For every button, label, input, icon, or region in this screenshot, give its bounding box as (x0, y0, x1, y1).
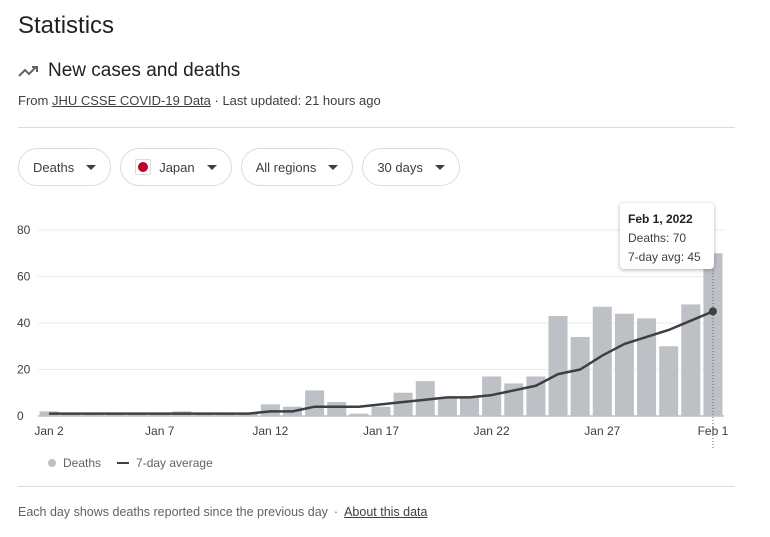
x-tick-label: Jan 27 (584, 424, 620, 438)
tooltip-date: Feb 1, 2022 (628, 212, 693, 226)
divider (18, 127, 735, 128)
deaths-bar (637, 318, 657, 416)
y-tick-label: 60 (17, 270, 31, 284)
deaths-bar (681, 304, 701, 416)
chevron-down-icon (86, 164, 97, 170)
metric-dropdown[interactable]: Deaths (18, 148, 112, 186)
filter-bar: Deaths Japan All regions 30 days (18, 148, 460, 186)
y-tick-label: 40 (17, 316, 31, 330)
deaths-bar (305, 390, 325, 416)
y-tick-label: 80 (17, 223, 31, 237)
chevron-down-icon (434, 164, 445, 170)
deaths-bar (327, 402, 347, 416)
deaths-bar (703, 253, 723, 416)
region-dropdown[interactable]: All regions (240, 148, 354, 186)
chart-tooltip: Feb 1, 2022 Deaths: 70 7-day avg: 45 (620, 203, 714, 269)
line-legend-swatch (117, 462, 130, 464)
country-label: Japan (159, 159, 195, 175)
footer-separator: · (333, 505, 339, 519)
chart-legend: Deaths 7-day average (48, 456, 213, 470)
section-header: New cases and deaths (18, 60, 240, 82)
data-source: From JHU CSSE COVID-19 Data · Last updat… (18, 93, 381, 108)
footer-note: Each day shows deaths reported since the… (18, 505, 427, 519)
section-title: New cases and deaths (48, 60, 241, 81)
x-tick-label: Feb 1 (698, 424, 729, 438)
deaths-bar (349, 413, 369, 416)
deaths-bar (570, 336, 590, 416)
bar-legend-label: Deaths (63, 456, 102, 470)
x-tick-label: Jan 2 (34, 424, 64, 438)
chevron-down-icon (206, 164, 217, 170)
line-legend-label: 7-day average (136, 456, 213, 470)
deaths-bar (460, 397, 480, 416)
deaths-bar (548, 316, 568, 416)
y-tick-label: 20 (17, 363, 31, 377)
x-tick-label: Jan 17 (363, 424, 399, 438)
divider (18, 486, 735, 487)
last-updated: · Last updated: 21 hours ago (210, 93, 381, 108)
source-link[interactable]: JHU CSSE COVID-19 Data (51, 93, 211, 108)
period-label: 30 days (377, 159, 423, 175)
x-tick-label: Jan 12 (252, 424, 288, 438)
average-line (49, 310, 714, 415)
tooltip-deaths: Deaths: 70 (628, 231, 687, 245)
source-prefix: From (18, 93, 52, 108)
x-tick-label: Jan 22 (474, 424, 510, 438)
deaths-bar (39, 411, 59, 416)
deaths-bar (614, 313, 634, 416)
deaths-bar (659, 346, 679, 416)
footer-text: Each day shows deaths reported since the… (18, 505, 328, 519)
about-data-link[interactable]: About this data (344, 505, 428, 519)
period-dropdown[interactable]: 30 days (362, 148, 460, 186)
trending-up-icon (18, 66, 38, 77)
deaths-bar (371, 406, 391, 416)
japan-flag-icon (135, 159, 152, 175)
page-title: Statistics (18, 12, 115, 39)
deaths-bar (592, 306, 612, 416)
x-tick-label: Jan 7 (145, 424, 175, 438)
deaths-bar (437, 397, 457, 416)
y-tick-label: 0 (17, 409, 24, 423)
region-label: All regions (255, 159, 317, 175)
bar-legend-swatch (48, 459, 56, 467)
deaths-bar (393, 392, 413, 416)
deaths-chart[interactable]: 0 20 40 60 80 Jan 2 Jan 7 Jan 12 Jan 17 Jan 22 Jan… (0, 200, 770, 450)
average-point-highlight (708, 307, 717, 316)
country-dropdown[interactable]: Japan (120, 148, 232, 186)
metric-label: Deaths (33, 159, 75, 175)
tooltip-average: 7-day avg: 45 (628, 250, 701, 264)
chevron-down-icon (328, 164, 339, 170)
